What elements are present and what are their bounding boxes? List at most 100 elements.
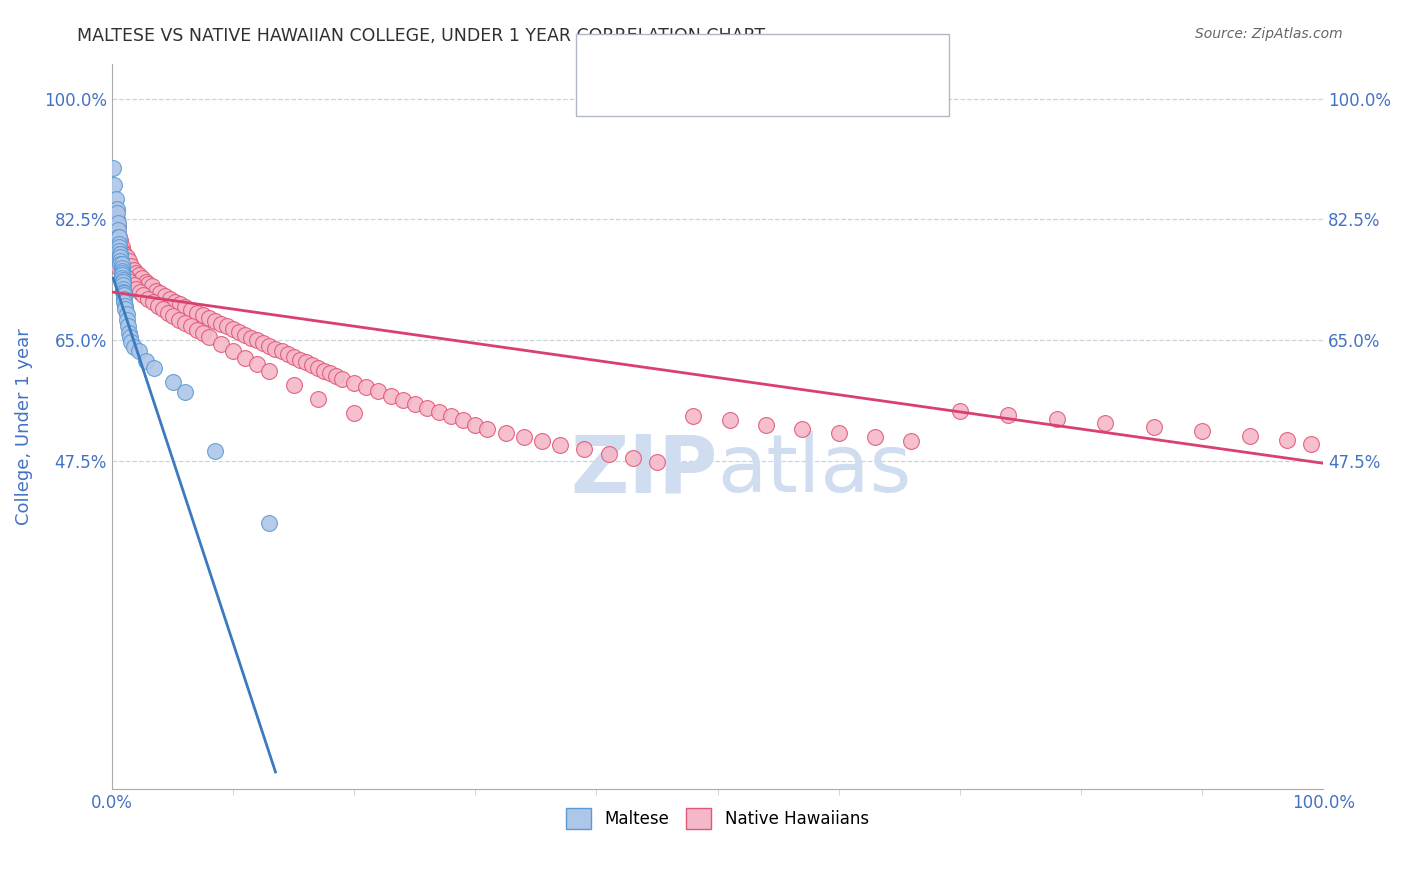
Point — [103, 202, 125, 216]
Point — [574, 442, 596, 457]
Point — [115, 271, 138, 285]
Point — [191, 326, 214, 341]
Point — [391, 392, 413, 407]
Point — [404, 397, 426, 411]
Point — [111, 272, 134, 286]
Point — [173, 385, 195, 400]
Point — [111, 240, 134, 254]
Point — [356, 380, 378, 394]
Point — [1046, 412, 1069, 426]
Point — [118, 326, 141, 341]
Text: R = -0.504    N = 48: R = -0.504 N = 48 — [638, 51, 821, 69]
Point — [367, 384, 389, 399]
Point — [112, 295, 135, 310]
Point — [131, 271, 153, 285]
Point — [233, 351, 256, 365]
Point — [146, 299, 169, 313]
Point — [117, 319, 139, 334]
Point — [621, 450, 644, 465]
Point — [312, 364, 335, 378]
Point — [128, 343, 150, 358]
Point — [222, 343, 245, 358]
Point — [114, 302, 136, 317]
Text: MALTESE VS NATIVE HAWAIIAN COLLEGE, UNDER 1 YEAR CORRELATION CHART: MALTESE VS NATIVE HAWAIIAN COLLEGE, UNDE… — [77, 27, 765, 45]
Point — [209, 317, 232, 331]
Point — [307, 360, 329, 375]
Point — [173, 316, 195, 330]
Point — [180, 319, 202, 334]
Point — [132, 288, 155, 302]
Point — [259, 364, 281, 378]
Point — [105, 212, 128, 227]
Point — [718, 413, 741, 427]
Point — [114, 299, 136, 313]
Point — [283, 378, 305, 392]
Point — [108, 236, 131, 251]
Point — [104, 192, 127, 206]
Point — [682, 409, 704, 424]
Point — [645, 455, 668, 469]
Point — [112, 292, 135, 306]
Point — [128, 268, 150, 282]
Point — [135, 275, 157, 289]
Point — [120, 334, 142, 349]
Point — [111, 271, 134, 285]
Point — [167, 312, 190, 326]
Point — [120, 330, 142, 344]
Point — [120, 275, 142, 289]
Point — [827, 425, 849, 440]
Point — [105, 257, 128, 271]
Point — [118, 253, 141, 268]
Point — [142, 295, 165, 310]
Point — [246, 334, 269, 348]
Point — [105, 205, 128, 219]
Point — [103, 178, 125, 192]
Point — [246, 358, 269, 372]
Point — [1239, 428, 1261, 442]
Point — [111, 285, 134, 299]
Point — [548, 438, 571, 452]
Point — [464, 417, 486, 432]
Point — [145, 284, 167, 298]
Bar — [595, 78, 626, 102]
Point — [495, 425, 517, 440]
Point — [156, 306, 179, 320]
Point — [270, 344, 292, 359]
Point — [111, 244, 134, 259]
Point — [120, 259, 142, 273]
Point — [294, 355, 316, 369]
Point — [598, 446, 620, 460]
Point — [112, 288, 135, 302]
Point — [110, 257, 132, 271]
Point — [380, 388, 402, 402]
Point — [141, 279, 163, 293]
Point — [416, 401, 439, 415]
Point — [949, 403, 972, 417]
Point — [198, 311, 221, 326]
Point — [155, 289, 177, 303]
Point — [122, 278, 145, 293]
Point — [1094, 416, 1116, 430]
Point — [288, 352, 311, 367]
Point — [863, 430, 886, 444]
Point — [136, 277, 159, 291]
Point — [110, 253, 132, 268]
Point — [143, 360, 166, 375]
Point — [112, 286, 135, 301]
Point — [283, 350, 305, 364]
Point — [108, 240, 131, 254]
Point — [111, 257, 134, 271]
Point — [111, 281, 134, 295]
Point — [440, 409, 463, 424]
Point — [169, 297, 191, 311]
Point — [307, 392, 329, 406]
Point — [228, 325, 250, 339]
Point — [104, 205, 127, 219]
Point — [110, 233, 132, 247]
Text: ZIP: ZIP — [571, 431, 717, 509]
Point — [111, 268, 134, 282]
Point — [222, 322, 245, 336]
Point — [451, 413, 474, 427]
Point — [105, 202, 128, 216]
Point — [301, 358, 323, 372]
